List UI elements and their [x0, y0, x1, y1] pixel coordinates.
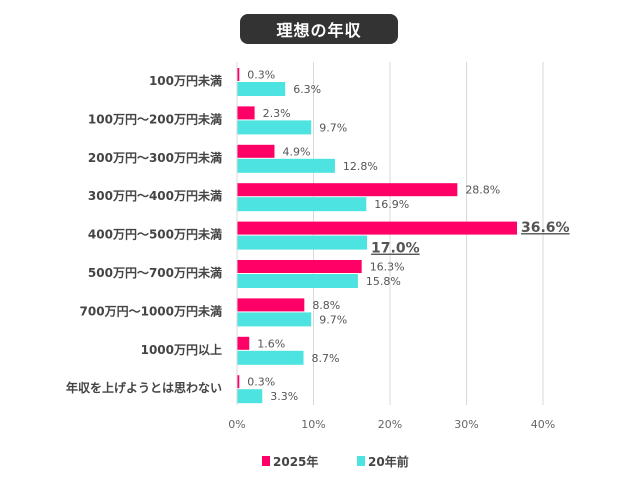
category-label: 500万円～700万円未満 [88, 265, 222, 280]
bar-2025 [237, 106, 255, 120]
bar-2025 [237, 68, 240, 81]
bar-2025 [237, 375, 240, 389]
data-label: 0.3% [247, 376, 275, 389]
legend-swatch [262, 456, 270, 466]
x-tick-label: 0% [228, 418, 245, 431]
data-label: 28.8% [465, 184, 500, 197]
data-label: 6.3% [293, 83, 321, 96]
data-label: 9.7% [319, 313, 347, 326]
category-label: 300万円～400万円未満 [88, 188, 222, 203]
x-tick-label: 20% [378, 418, 402, 431]
data-label: 1.6% [257, 337, 285, 350]
bar-20-years-ago [237, 82, 286, 96]
category-label: 1000万円以上 [141, 342, 222, 357]
x-tick-label: 30% [454, 418, 478, 431]
category-label: 700万円～1000万円未満 [80, 303, 222, 318]
data-label: 4.9% [282, 145, 310, 158]
legend-swatch [357, 456, 365, 466]
category-label: 年収を上げようとは思わない [66, 380, 222, 395]
data-label: 8.8% [312, 299, 340, 312]
data-label: 17.0% [371, 241, 420, 257]
data-label: 36.6% [521, 220, 570, 236]
category-label: 100万円未満 [149, 73, 222, 88]
data-label: 3.3% [270, 390, 298, 403]
data-label: 16.3% [370, 261, 405, 274]
data-label: 16.9% [374, 198, 409, 211]
bar-20-years-ago [237, 120, 312, 135]
x-tick-label: 10% [301, 418, 325, 431]
bar-2025 [237, 260, 362, 273]
category-label: 400万円～500万円未満 [88, 227, 222, 242]
bar-2025 [237, 221, 517, 235]
data-label: 12.8% [343, 160, 378, 173]
legend-label: 2025年 [273, 454, 318, 469]
bar-20-years-ago [237, 197, 367, 212]
legend-label: 20年前 [368, 454, 409, 469]
bar-20-years-ago [237, 158, 335, 173]
data-label: 2.3% [263, 107, 291, 120]
category-label: 100万円～200万円未満 [88, 111, 222, 126]
bar-2025 [237, 183, 458, 197]
x-tick-label: 40% [531, 418, 555, 431]
bar-20-years-ago [237, 235, 368, 250]
bar-20-years-ago [237, 312, 312, 327]
bar-2025 [237, 144, 275, 158]
data-label: 15.8% [366, 275, 401, 288]
bar-20-years-ago [237, 350, 304, 365]
data-label: 9.7% [319, 121, 347, 134]
chart-title: 理想の年収 [240, 14, 398, 44]
bar-20-years-ago [237, 389, 263, 404]
category-label: 200万円～300万円未満 [88, 150, 222, 165]
bar-20-years-ago [237, 274, 358, 288]
bar-2025 [237, 336, 250, 350]
data-label: 0.3% [247, 69, 275, 82]
bar-2025 [237, 298, 305, 312]
data-label: 8.7% [312, 352, 340, 365]
